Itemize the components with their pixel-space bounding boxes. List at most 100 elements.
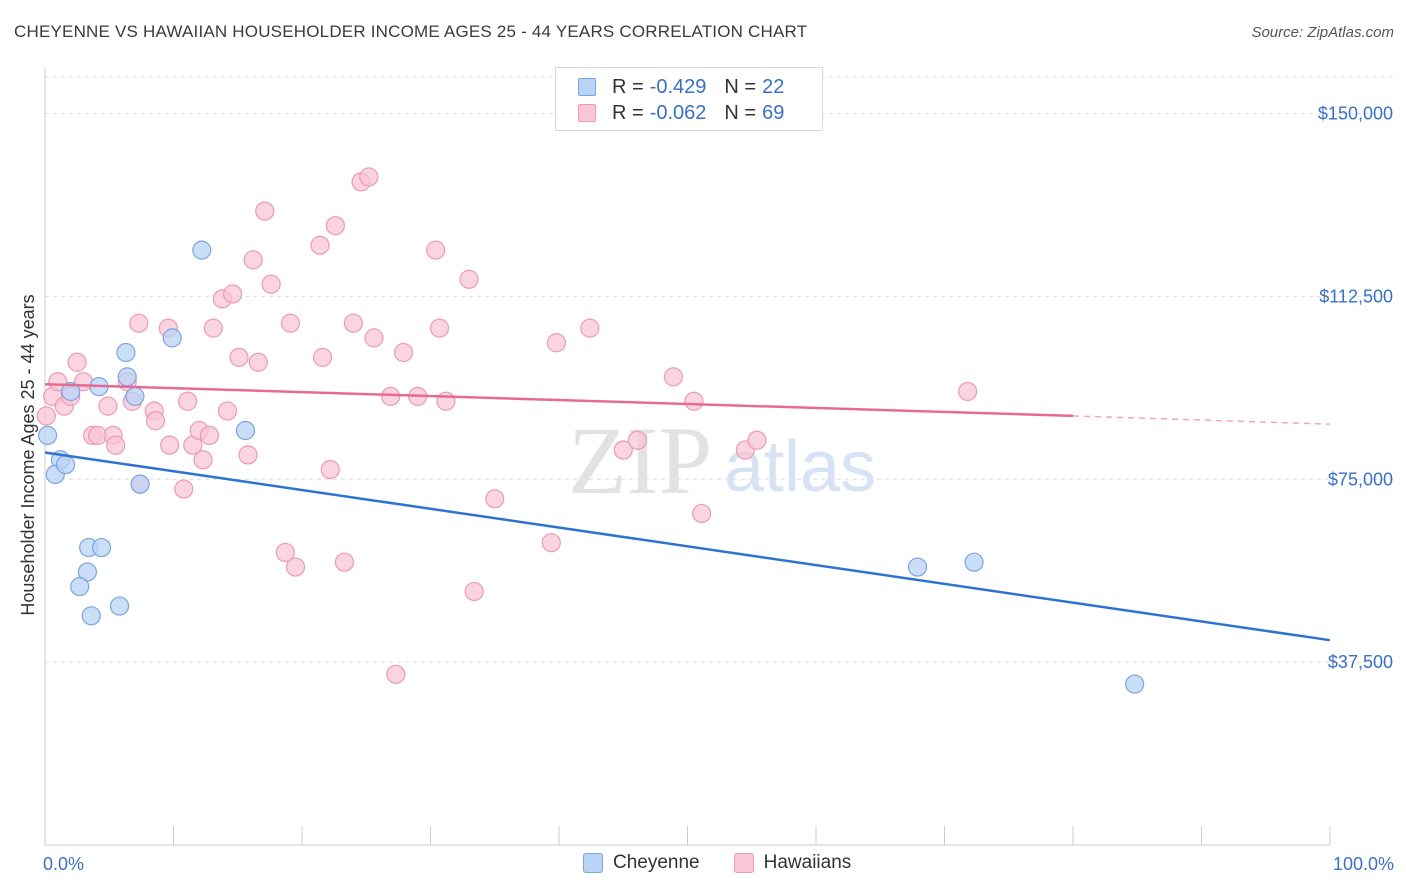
hawaiians-point-48 (381, 386, 401, 406)
cheyenne-point-20 (964, 552, 984, 572)
hawaiians-point-34 (255, 201, 275, 221)
cheyenne-point-0 (37, 425, 58, 445)
hawaiians-point-30 (229, 347, 249, 367)
axes (44, 68, 1331, 846)
hawaiians-point-46 (359, 167, 379, 187)
cheyenne-point-9 (81, 606, 101, 626)
hawaiians-point-32 (243, 250, 263, 270)
source-label: Source: ZipAtlas.com (1251, 24, 1394, 41)
hawaiians-point-41 (320, 459, 340, 480)
cheyenne-point-19 (907, 557, 928, 577)
legend-item-hawaiians: Hawaiians (733, 852, 852, 874)
cheyenne-swatch (578, 78, 596, 96)
hawaiians-point-17 (145, 411, 166, 431)
cheyenne-point-8 (91, 537, 112, 558)
hawaiians-point-57 (485, 489, 505, 509)
hawaiians-point-43 (334, 552, 355, 572)
hawaiians-point-5 (67, 352, 87, 372)
hawaiians-point-60 (580, 318, 600, 338)
hawaiians-point-15 (129, 313, 149, 333)
y-tick-label-1: $75,000 (1328, 469, 1393, 489)
hawaiians-point-36 (275, 542, 295, 563)
hawaiians-point-65 (692, 503, 712, 524)
cheyenne-point-12 (116, 342, 136, 363)
cheyenne-point-15 (130, 474, 150, 494)
hawaiians-trend-line (44, 382, 1074, 418)
hawaiians-point-9 (98, 396, 118, 416)
hawaiians-legend-swatch (733, 853, 754, 873)
cheyenne-point-17 (192, 240, 212, 260)
watermark-zip: ZIP (568, 407, 712, 514)
watermark: ZIP atlas (568, 407, 876, 514)
hawaiians-point-55 (459, 269, 479, 289)
r-label: R = (612, 101, 644, 124)
hawaiians-point-63 (663, 367, 683, 387)
hawaiians-point-26 (203, 318, 223, 338)
cheyenne-point-13 (117, 367, 137, 387)
cheyenne-point-16 (162, 328, 182, 348)
stats-legend: R = -0.429 N = 22 R = -0.062 N = 69 (555, 67, 823, 131)
chart-title: CHEYENNE VS HAWAIIAN HOUSEHOLDER INCOME … (14, 22, 808, 41)
hawaiians-legend-label: Hawaiians (763, 852, 852, 873)
hawaiians-point-40 (312, 347, 333, 367)
hawaiians-point-62 (627, 430, 647, 450)
hawaiians-point-58 (541, 533, 561, 553)
hawaiians-point-54 (436, 391, 456, 411)
y-axis-title: Householder Income Ages 25 - 44 years (18, 294, 38, 615)
hawaiians-point-0 (36, 406, 56, 426)
cheyenne-legend-swatch (583, 853, 603, 873)
hawaiians-point-27 (217, 401, 238, 421)
hawaiians-point-42 (325, 216, 346, 236)
y-tick-label-2: $112,500 (1319, 286, 1393, 306)
cheyenne-point-4 (61, 381, 81, 402)
cheyenne-point-14 (125, 386, 145, 406)
cheyenne-legend-label: Cheyenne (613, 852, 700, 873)
cheyenne-n-value: 22 (762, 75, 785, 98)
hawaiians-point-56 (464, 581, 484, 602)
hawaiians-point-52 (426, 240, 446, 260)
cheyenne-r-value: -0.429 (649, 75, 707, 98)
hawaiians-point-44 (343, 313, 363, 333)
hawaiians-point-39 (310, 235, 330, 255)
hawaiians-point-68 (958, 381, 978, 402)
hawaiians-point-50 (393, 342, 414, 363)
cheyenne-point-18 (235, 420, 256, 441)
hawaiians-swatch (578, 104, 596, 122)
hawaiians-point-64 (684, 391, 704, 411)
x-tick-label-end: 100.0% (1333, 854, 1394, 874)
hawaiians-point-35 (261, 274, 281, 294)
hawaiians-point-18 (160, 435, 180, 455)
cheyenne-point-3 (55, 455, 76, 475)
series-legend: Cheyenne Hawaiians (583, 852, 885, 874)
hawaiians-point-25 (199, 425, 220, 445)
hawaiians-point-21 (178, 391, 198, 411)
cheyenne-point-10 (109, 596, 130, 616)
y-tick-label-0: $37,500 (1328, 652, 1393, 672)
cheyenne-point-21 (1125, 674, 1145, 694)
hawaiians-trend-extension (1072, 415, 1331, 425)
hawaiians-r-value: -0.062 (649, 101, 707, 124)
legend-row-cheyenne: R = -0.429 N = 22 (578, 75, 784, 99)
hawaiians-point-38 (285, 557, 306, 577)
hawaiians-point-11 (106, 435, 126, 455)
legend-row-hawaiians: R = -0.062 N = 69 (578, 101, 784, 125)
r-label: R = (612, 75, 644, 98)
hawaiians-point-20 (174, 479, 194, 499)
hawaiians-point-29 (223, 284, 243, 304)
grid-lines (45, 76, 1395, 663)
legend-item-cheyenne: Cheyenne (583, 852, 700, 874)
watermark-atlas: atlas (724, 427, 876, 507)
hawaiians-point-49 (386, 664, 406, 684)
cheyenne-point-6 (70, 576, 90, 597)
trend-lines (44, 382, 1331, 642)
series-hawaiians (36, 167, 978, 684)
hawaiians-point-33 (248, 352, 268, 372)
x-tick-label-start: 0.0% (43, 854, 84, 874)
tick-labels: $37,500 $75,000 $112,500 $150,000 0.0% 100.0%… (18, 104, 1394, 874)
series-cheyenne (37, 240, 1145, 694)
hawaiians-point-47 (364, 328, 384, 348)
n-label: N = (724, 75, 757, 98)
hawaiians-point-53 (429, 318, 450, 338)
y-tick-label-3: $150,000 (1318, 104, 1393, 124)
